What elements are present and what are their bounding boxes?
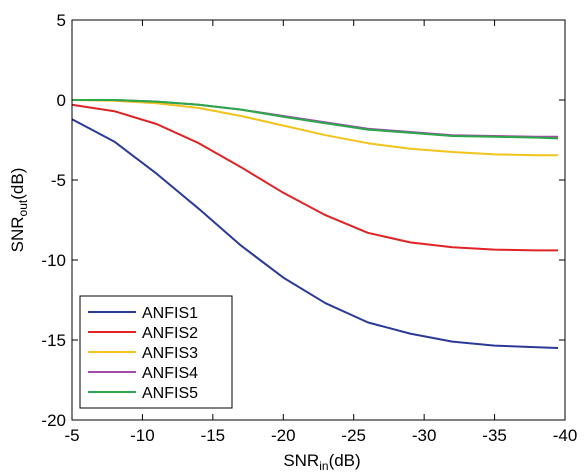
legend: ANFIS1 ANFIS2 ANFIS3 ANFIS4 ANFIS5 bbox=[79, 295, 233, 409]
y-tick-label: 0 bbox=[57, 91, 66, 110]
legend-label-anfis2: ANFIS2 bbox=[142, 325, 198, 342]
x-axis-label-main: SNR bbox=[283, 451, 319, 470]
y-tick-label: -5 bbox=[51, 171, 66, 190]
x-axis-label: SNRin(dB) bbox=[283, 451, 360, 472]
x-axis-label-unit: (dB) bbox=[329, 451, 361, 470]
y-tick-label: 5 bbox=[57, 11, 66, 30]
series-line-anfis4 bbox=[72, 99, 558, 138]
x-axis-label-sub: in bbox=[319, 459, 328, 472]
legend-label-anfis3: ANFIS3 bbox=[142, 345, 198, 362]
y-axis-label-main: SNR bbox=[8, 216, 27, 252]
y-tick-label: -10 bbox=[41, 251, 66, 270]
x-tick-label: -10 bbox=[130, 426, 155, 445]
x-tick-label: -25 bbox=[341, 426, 366, 445]
x-tick-label: -20 bbox=[271, 426, 296, 445]
series-line-anfis3 bbox=[71, 99, 558, 157]
legend-label-anfis4: ANFIS4 bbox=[142, 365, 198, 382]
y-axis-label-sub: out bbox=[16, 199, 30, 216]
series-line-anfis5 bbox=[72, 99, 559, 140]
y-tick-label: -15 bbox=[41, 331, 66, 350]
y-tick-label: -20 bbox=[41, 411, 66, 430]
series-line-anfis2 bbox=[71, 103, 558, 252]
y-axis-label-unit: (dB) bbox=[8, 168, 27, 200]
x-tick-label: -30 bbox=[412, 426, 437, 445]
legend-label-anfis5: ANFIS5 bbox=[142, 385, 198, 402]
x-tick-label: -35 bbox=[482, 426, 507, 445]
x-tick-label: -5 bbox=[64, 426, 79, 445]
x-tick-label: -15 bbox=[201, 426, 226, 445]
series-line-anfis1 bbox=[71, 118, 559, 349]
legend-label-anfis1: ANFIS1 bbox=[142, 305, 198, 322]
plot-frame bbox=[71, 19, 566, 421]
y-axis-label: SNRout(dB) bbox=[8, 168, 30, 253]
x-tick-label: -40 bbox=[553, 426, 578, 445]
